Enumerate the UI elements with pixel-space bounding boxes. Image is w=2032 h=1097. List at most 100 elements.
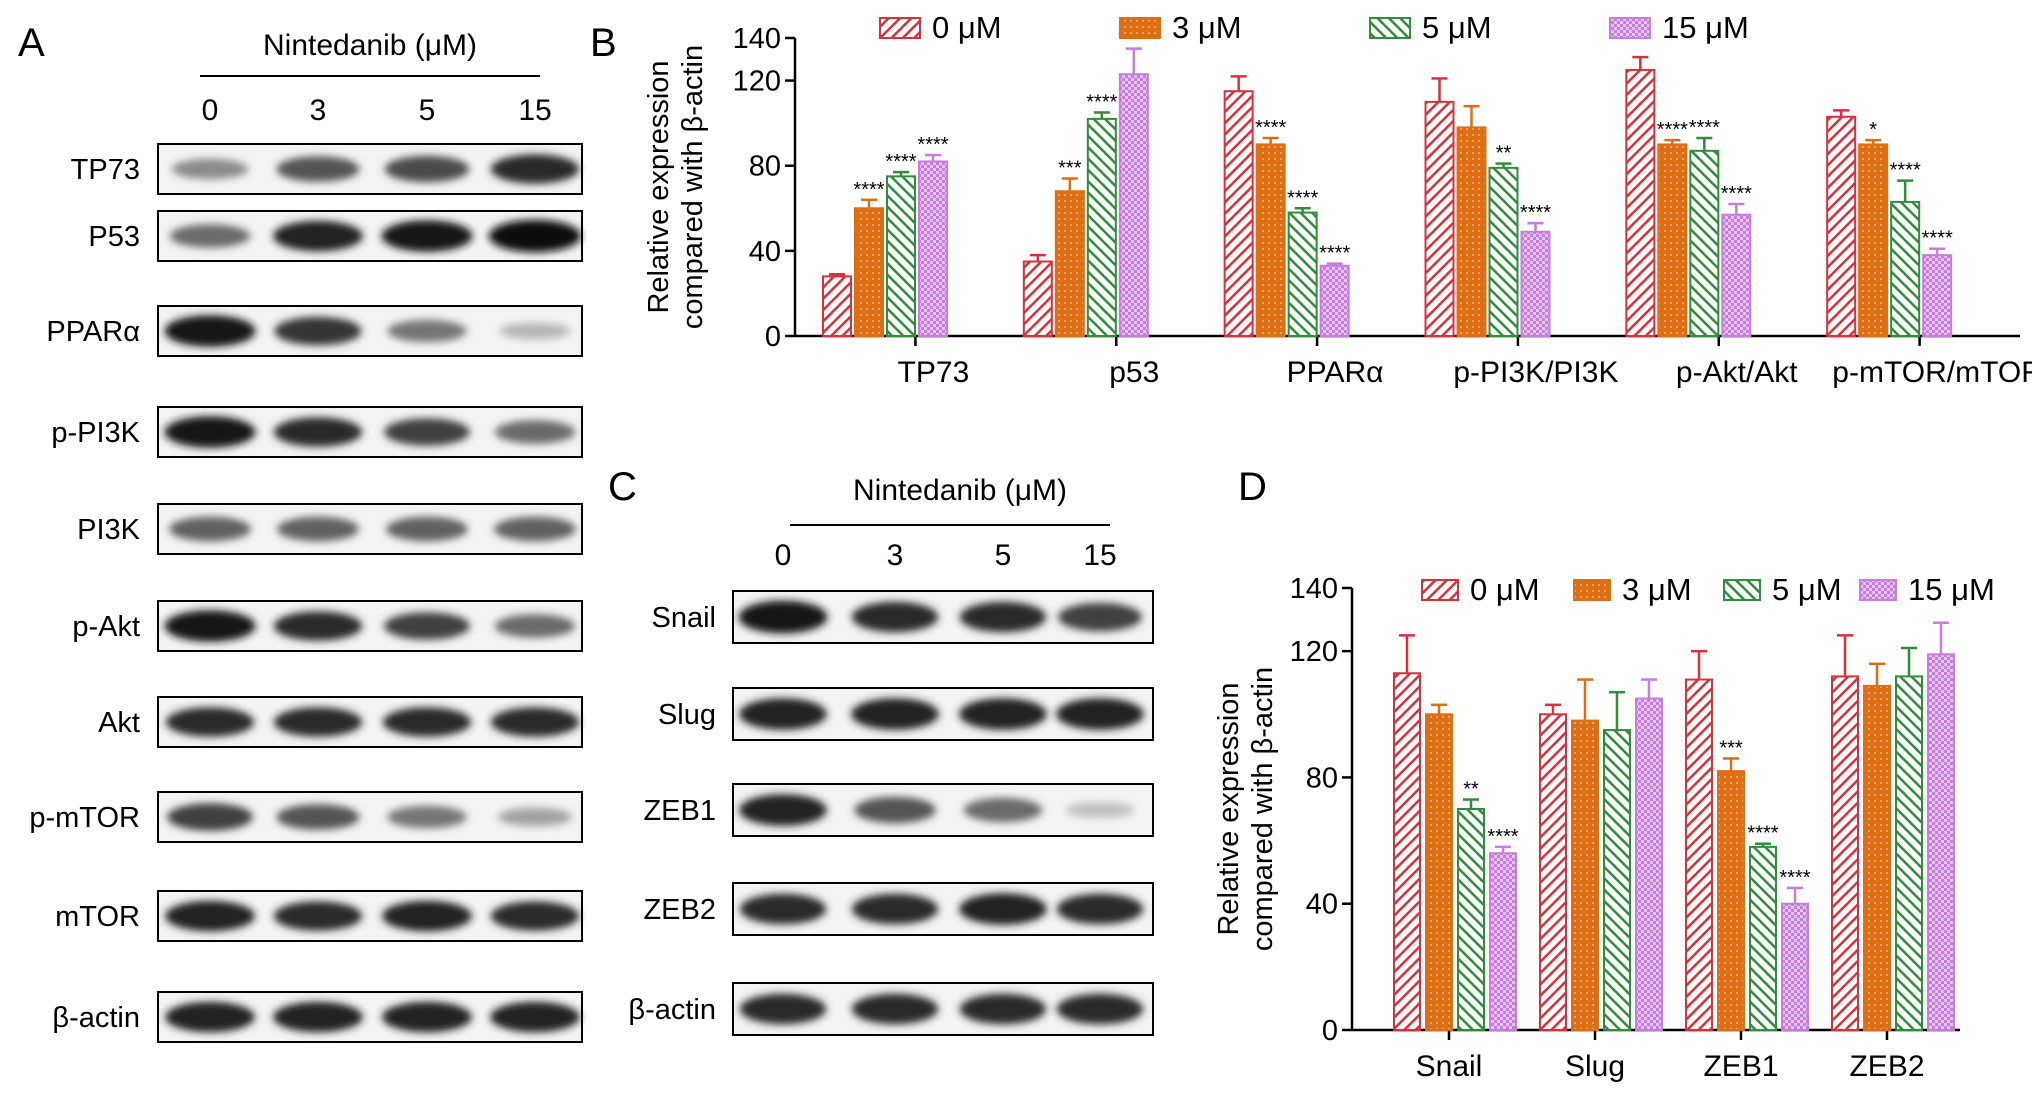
bar (822, 275, 852, 337)
significance-label: **** (1319, 243, 1350, 265)
bar (1424, 100, 1455, 337)
significance-label: ** (1496, 143, 1512, 165)
blot-row-5: p-Akt (72, 600, 583, 652)
legend-swatch (1573, 579, 1611, 601)
blot-band (739, 993, 827, 1025)
bar (1781, 902, 1809, 1032)
bar (1895, 675, 1923, 1032)
y-tick-label: 140 (1290, 573, 1338, 605)
blot-band (854, 796, 936, 824)
dose-label-15: 15 (1083, 539, 1116, 572)
legend-label: 0 μM (1470, 572, 1540, 607)
bar (1520, 230, 1551, 337)
x-tick-label: p-Akt/Akt (1676, 356, 1798, 389)
blot-band (273, 901, 363, 931)
blot-row-1: P53 (88, 210, 583, 262)
blot-row-label: mTOR (55, 901, 140, 933)
blot-band (273, 707, 363, 737)
blot-band (739, 794, 827, 826)
bar (1488, 166, 1519, 337)
blot-band (851, 993, 939, 1025)
x-tick-label: ZEB1 (1703, 1050, 1778, 1083)
bar (1721, 213, 1752, 338)
legend-label: 5 μM (1772, 572, 1842, 607)
blot-row-label: p-mTOR (29, 802, 140, 834)
blot-band (959, 993, 1047, 1025)
dose-label-3: 3 (887, 539, 904, 572)
blot-band (384, 612, 470, 640)
blot-band (490, 707, 580, 737)
significance-label: **** (1922, 228, 1953, 250)
x-tick-label: p-PI3K/PI3K (1453, 356, 1618, 389)
panel-letter-b: B (590, 21, 617, 65)
treatment-label: Nintedanib (μM) (853, 474, 1067, 507)
significance-label: **** (1487, 826, 1518, 848)
blot-band (739, 893, 827, 925)
blot-row-3: ZEB2 (643, 882, 1154, 936)
blot-band (488, 219, 582, 253)
blot-row-2: PPARα (46, 305, 583, 357)
legend-label: 15 μM (1908, 572, 1995, 607)
blot-row-8: mTOR (55, 890, 583, 942)
bar (1749, 845, 1777, 1032)
y-tick-label: 80 (749, 151, 781, 183)
blot-band (851, 601, 939, 633)
legend-label: 5 μM (1422, 10, 1492, 45)
legend-label: 0 μM (932, 10, 1002, 45)
blot-row-label: Akt (98, 707, 140, 739)
blot-band (387, 805, 467, 829)
blot-row-label: β-actin (628, 994, 716, 1026)
bar (1863, 684, 1891, 1031)
bar (1717, 770, 1745, 1031)
blot-band (387, 319, 467, 343)
dose-label-3: 3 (310, 94, 327, 127)
significance-label: **** (1657, 119, 1688, 141)
legend-swatch (1369, 17, 1411, 39)
bar (1922, 254, 1953, 337)
legend-swatch (1421, 579, 1459, 601)
bar (854, 207, 884, 338)
x-tick-label: ZEB2 (1849, 1050, 1924, 1083)
blot-row-1: Slug (658, 687, 1154, 741)
y-tick-label: 80 (1306, 762, 1338, 794)
blot-band (959, 893, 1047, 925)
significance-label: **** (1520, 202, 1551, 224)
y-tick-label: 0 (765, 321, 781, 353)
significance-label: * (1869, 119, 1877, 141)
bar (1927, 653, 1955, 1031)
legend-swatch (1859, 579, 1897, 601)
significance-label: **** (1255, 117, 1286, 139)
blot-row-label: Snail (652, 602, 717, 634)
y-axis-title-line: compared with β-actin (1247, 667, 1279, 951)
x-tick-label: p53 (1109, 356, 1159, 389)
bar (1657, 143, 1688, 337)
blot-band (1056, 698, 1144, 730)
dose-label-0: 0 (775, 539, 792, 572)
y-tick-label: 40 (749, 236, 781, 268)
bar (918, 160, 948, 337)
blot-band (165, 707, 255, 737)
blot-band (273, 611, 363, 641)
blot-band (739, 698, 827, 730)
blot-row-label: ZEB1 (643, 795, 716, 827)
bar (1858, 143, 1889, 337)
blot-row-0: TP73 (71, 143, 583, 195)
significance-label: *** (1058, 157, 1082, 179)
blot-band (165, 1001, 255, 1033)
blot-band (851, 698, 939, 730)
blot-band (276, 156, 360, 182)
blot-band (494, 614, 576, 638)
bar (1689, 149, 1720, 337)
bar (1054, 190, 1085, 337)
bar (1685, 678, 1713, 1031)
bar (1086, 117, 1117, 337)
blot-band (851, 893, 939, 925)
y-axis-title-line: Relative expression (1213, 682, 1245, 935)
blot-band (382, 900, 472, 932)
blot-band (274, 316, 362, 346)
significance-label: **** (1747, 823, 1778, 845)
blot-band (738, 600, 828, 634)
y-tick-label: 40 (1306, 889, 1338, 921)
bar (1425, 713, 1453, 1031)
dose-label-15: 15 (518, 94, 551, 127)
